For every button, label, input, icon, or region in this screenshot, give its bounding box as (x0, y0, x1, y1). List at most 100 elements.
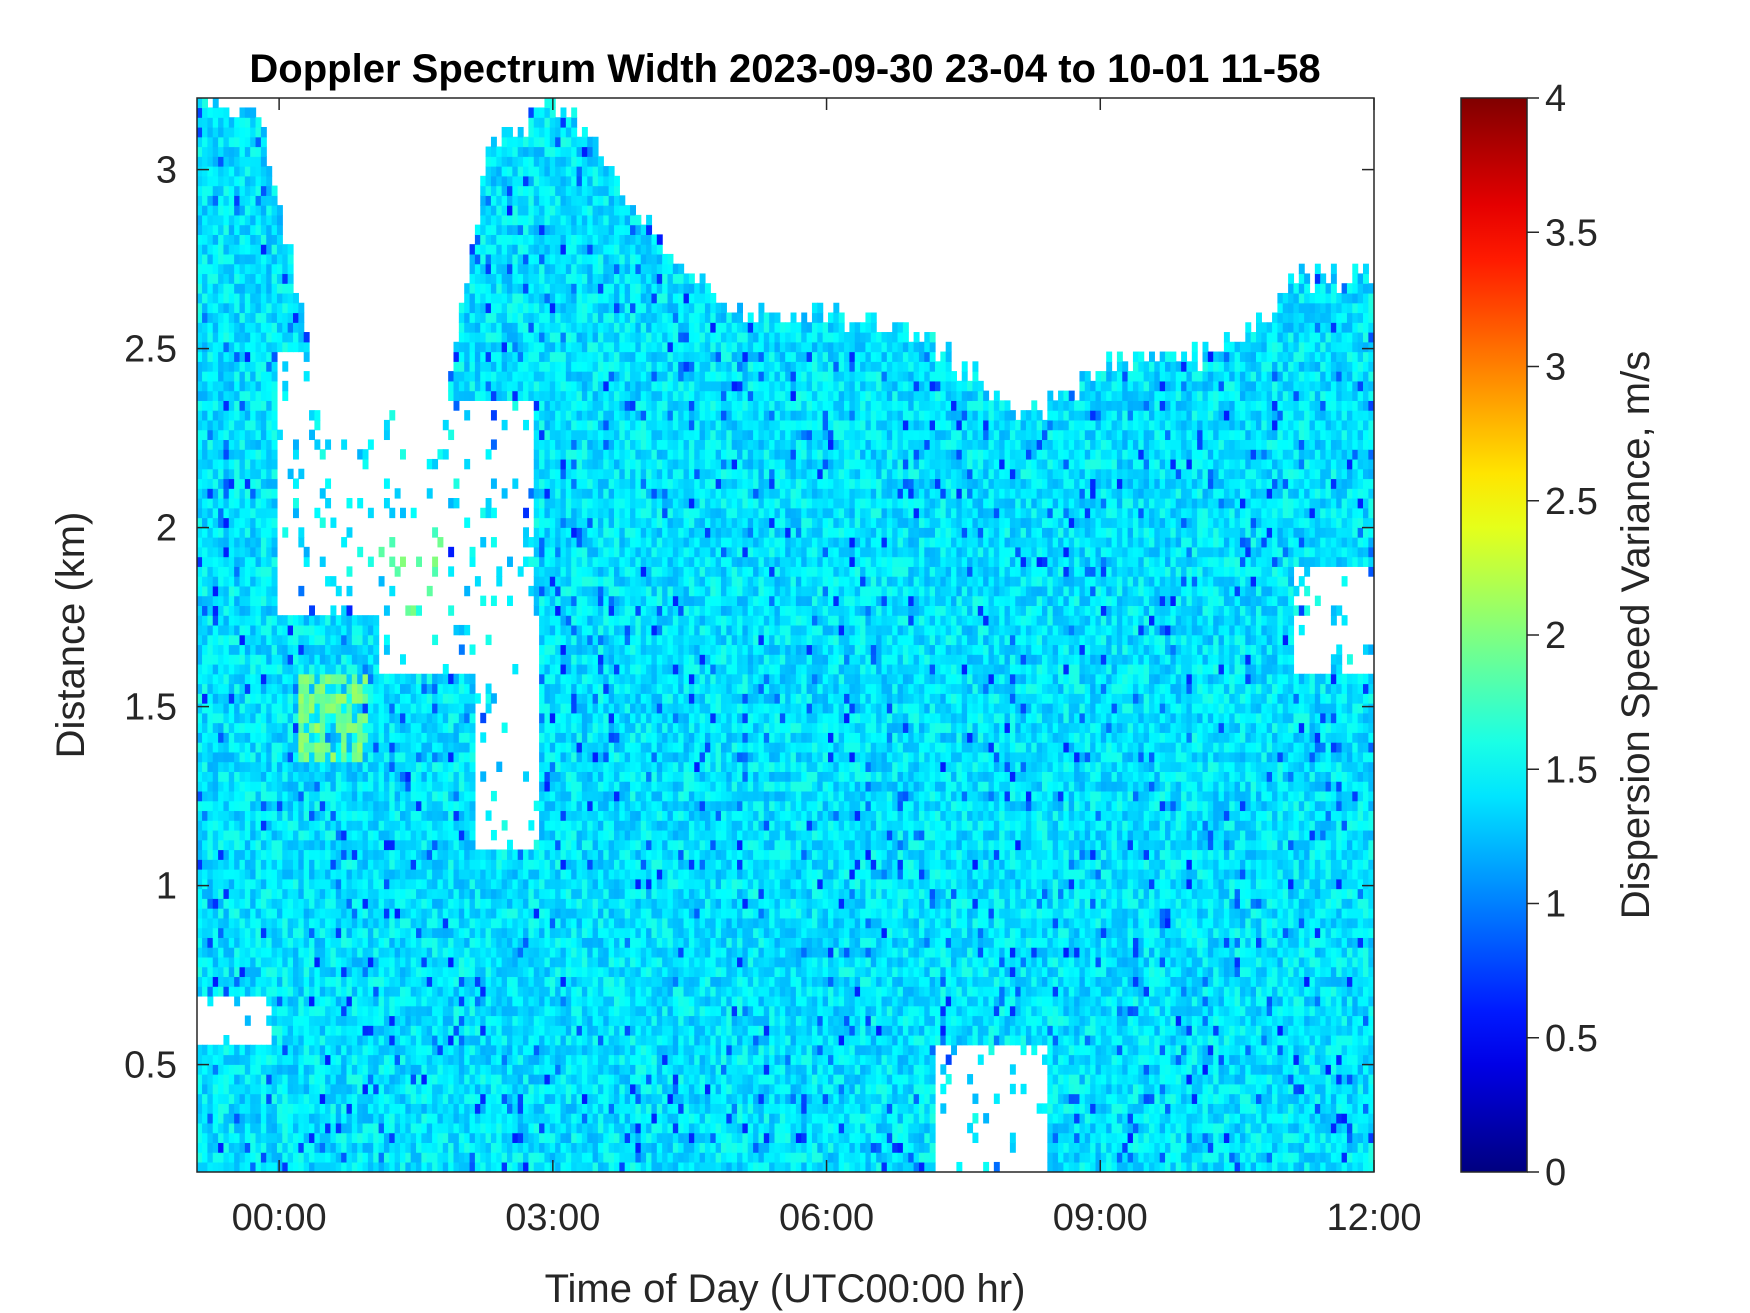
heatmap-cell (496, 175, 503, 187)
heatmap-cell (255, 742, 262, 753)
heatmap-cell (293, 781, 299, 792)
heatmap-cell (480, 947, 487, 958)
heatmap-cell (426, 1005, 433, 1017)
heatmap-cell (319, 644, 326, 655)
heatmap-cell (517, 361, 524, 372)
heatmap-cell (212, 126, 219, 138)
heatmap-cell (523, 283, 529, 294)
heatmap-cell (341, 1025, 348, 1036)
heatmap-cell (351, 751, 358, 763)
heatmap-cell (394, 937, 401, 948)
heatmap-cell (544, 712, 551, 724)
heatmap-cell (480, 1132, 487, 1144)
heatmap-cell (464, 761, 471, 772)
heatmap-cell (448, 820, 455, 831)
heatmap-cell (549, 185, 556, 196)
heatmap-cell (544, 156, 551, 167)
heatmap-cell (469, 742, 476, 753)
heatmap-cell (367, 781, 374, 792)
heatmap-cell (496, 263, 503, 275)
heatmap-cell (234, 312, 241, 323)
heatmap-cell (383, 771, 390, 782)
heatmap-cell (405, 956, 412, 968)
heatmap-cell (469, 732, 476, 743)
heatmap-cell (544, 888, 551, 899)
heatmap-cell (442, 703, 449, 714)
heatmap-cell (335, 771, 342, 782)
heatmap-cell (378, 546, 385, 558)
heatmap-cell (287, 878, 294, 890)
heatmap-cell (501, 849, 508, 860)
heatmap-cell (490, 995, 497, 1007)
heatmap-cell (496, 371, 503, 382)
heatmap-cell (555, 1161, 562, 1173)
heatmap-cell (517, 126, 524, 138)
heatmap-cell (555, 380, 562, 392)
heatmap-cell (442, 1064, 449, 1075)
heatmap-cell (400, 771, 406, 782)
heatmap-cell (228, 732, 235, 743)
heatmap-cell (228, 341, 235, 353)
heatmap-cell (448, 703, 455, 714)
heatmap-cell (298, 1083, 305, 1095)
heatmap-cell (330, 917, 337, 929)
heatmap-cell (549, 263, 556, 275)
heatmap-cell (373, 771, 380, 782)
heatmap-cell (239, 273, 246, 284)
heatmap-cell (271, 498, 278, 509)
heatmap-cell (549, 1025, 556, 1036)
heatmap-cell (196, 361, 203, 372)
heatmap-cell (523, 166, 529, 177)
heatmap-cell (223, 537, 230, 548)
heatmap-cell (448, 429, 455, 441)
heatmap-cell (239, 742, 246, 753)
heatmap-cell (555, 829, 562, 841)
heatmap-cell (309, 995, 315, 1007)
heatmap-cell (207, 244, 214, 255)
heatmap-cell (367, 722, 374, 733)
heatmap-cell (512, 1103, 519, 1114)
heatmap-cell (517, 1064, 524, 1075)
heatmap-cell (389, 1044, 396, 1056)
heatmap-cell (207, 937, 214, 948)
heatmap-cell (432, 956, 439, 968)
heatmap-cell (234, 956, 241, 968)
heatmap-cell (539, 644, 546, 655)
heatmap-cell (319, 888, 326, 899)
heatmap-cell (512, 292, 519, 304)
heatmap-cell (533, 1103, 540, 1114)
heatmap-cell (555, 244, 562, 255)
heatmap-cell (314, 751, 321, 763)
heatmap-cell (416, 1113, 422, 1124)
heatmap-cell (207, 693, 214, 704)
heatmap-cell (517, 1054, 524, 1065)
heatmap-cell (400, 703, 406, 714)
heatmap-cell (517, 878, 524, 890)
heatmap-cell (544, 869, 551, 880)
heatmap-cell (539, 439, 546, 450)
heatmap-cell (544, 859, 551, 870)
heatmap-cell (293, 898, 299, 909)
heatmap-cell (453, 1152, 460, 1163)
heatmap-cell (539, 341, 546, 353)
heatmap-cell (234, 947, 241, 958)
heatmap-cell (517, 156, 524, 167)
heatmap-cell (421, 849, 428, 860)
heatmap-cell (432, 790, 439, 802)
heatmap-cell (373, 1113, 380, 1124)
heatmap-cell (266, 1132, 273, 1144)
heatmap-cell (378, 995, 385, 1007)
heatmap-cell (239, 195, 246, 206)
heatmap-cell (410, 683, 417, 694)
heatmap-cell (271, 576, 278, 587)
heatmap-cell (507, 1044, 513, 1056)
heatmap-cell (544, 937, 551, 948)
heatmap-cell (469, 683, 476, 694)
heatmap-cell (437, 1005, 444, 1017)
heatmap-cell (234, 380, 241, 392)
heatmap-cell (357, 995, 364, 1007)
heatmap-cell (549, 419, 556, 431)
heatmap-cell (539, 751, 546, 763)
heatmap-cell (442, 859, 449, 870)
heatmap-cell (426, 869, 433, 880)
